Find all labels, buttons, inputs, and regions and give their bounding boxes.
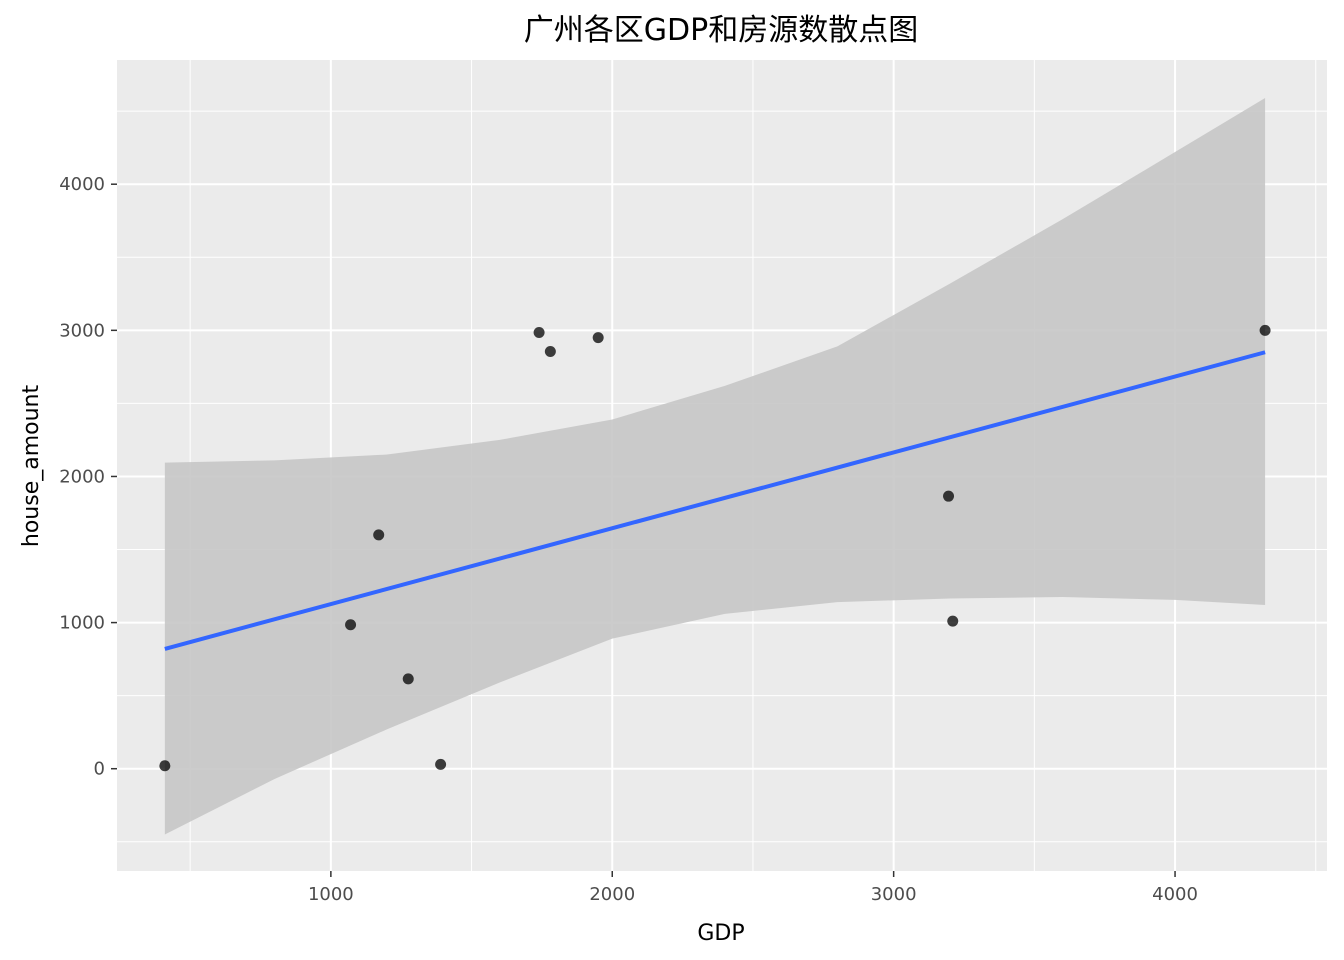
x-tick-label: 3000	[871, 884, 917, 905]
y-axis-title: house_amount	[19, 385, 44, 548]
x-tick-label: 2000	[589, 884, 635, 905]
x-axis-title: GDP	[697, 921, 744, 946]
x-axis: 1000 2000 3000 4000	[308, 871, 1198, 905]
y-tick-label: 4000	[59, 174, 105, 195]
y-tick-label: 3000	[59, 320, 105, 341]
y-tick-label: 1000	[59, 613, 105, 634]
y-tick-label: 0	[94, 759, 105, 780]
y-tick-label: 2000	[59, 466, 105, 487]
data-point	[544, 346, 556, 358]
data-point	[345, 619, 357, 631]
data-point	[592, 332, 604, 344]
data-points	[159, 324, 1271, 772]
data-point	[943, 490, 955, 502]
x-tick-label: 1000	[308, 884, 354, 905]
data-point	[947, 615, 959, 627]
chart-title: 广州各区GDP和房源数散点图	[524, 13, 918, 48]
confidence-band	[164, 97, 1266, 835]
y-axis: 0 1000 2000 3000 4000	[59, 174, 117, 780]
data-point	[402, 673, 414, 685]
data-point	[159, 760, 171, 772]
x-tick-label: 4000	[1152, 884, 1198, 905]
data-point	[533, 327, 545, 339]
data-point	[1259, 324, 1271, 336]
data-point	[373, 529, 385, 541]
data-point	[435, 758, 447, 770]
trend-line	[164, 350, 1266, 651]
